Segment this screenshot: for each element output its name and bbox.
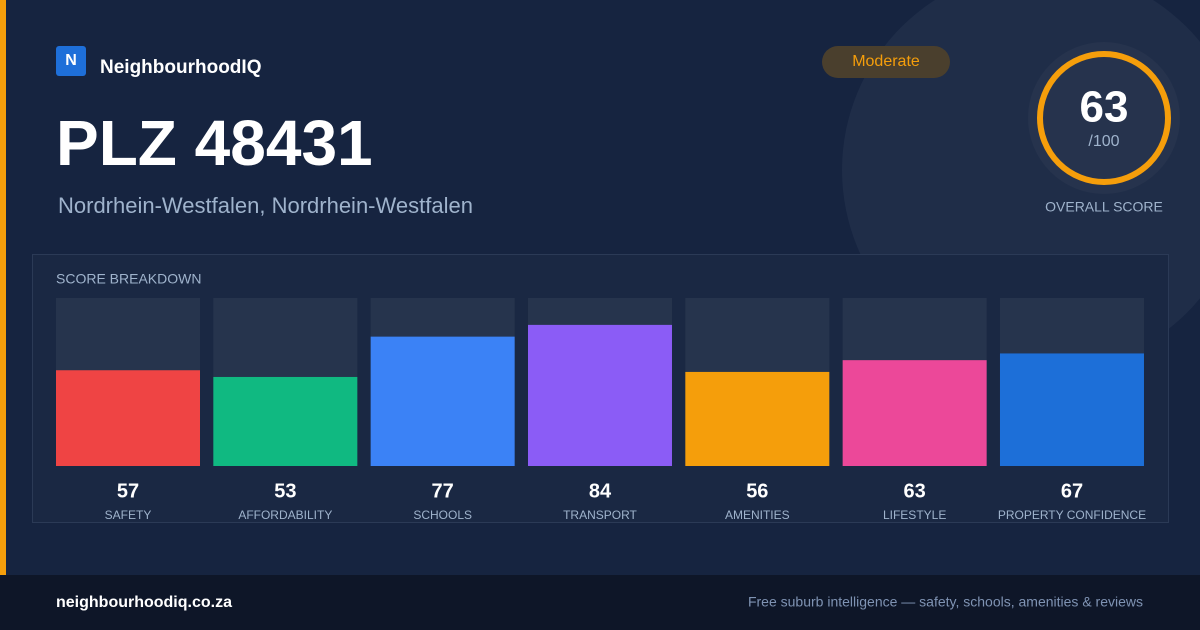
title: PLZ 48431 [56, 107, 373, 179]
bar-value: 57 [117, 480, 139, 502]
footer [0, 575, 1200, 630]
bar-label: SAFETY [105, 508, 152, 522]
overall-label: OVERALL SCORE [1045, 199, 1163, 215]
score-ring [1037, 51, 1171, 185]
bar [213, 376, 358, 466]
bar-value: 67 [1061, 480, 1083, 502]
accent-strip [0, 0, 6, 575]
brand-icon-text: N [65, 52, 77, 69]
bar [370, 336, 515, 466]
subtitle: Nordrhein-Westfalen, Nordrhein-Westfalen [58, 193, 473, 218]
bar-label: AFFORDABILITY [238, 508, 332, 522]
bars: 57 SAFETY 53 AFFORDABILITY 77 SCHOOLS 84 TRANSP… [56, 298, 1146, 522]
overall-score: 63 [1080, 83, 1129, 132]
bar-value: 63 [904, 480, 926, 502]
bar-value: 56 [746, 480, 768, 502]
bar-value: 77 [432, 480, 454, 502]
bar [842, 360, 987, 466]
bar-value: 53 [274, 480, 296, 502]
bar [999, 353, 1144, 466]
overall-max: /100 [1088, 133, 1119, 150]
score-disc [1028, 42, 1180, 194]
badge-text: Moderate [852, 53, 920, 70]
bar-value: 84 [589, 480, 612, 502]
bar [527, 324, 672, 466]
bar-label: TRANSPORT [563, 508, 637, 522]
breakdown-title: SCORE BREAKDOWN [56, 271, 201, 287]
bar [685, 371, 830, 466]
bar-label: AMENITIES [725, 508, 790, 522]
brand-name: NeighbourhoodIQ [100, 57, 261, 78]
brand-icon [56, 46, 86, 76]
bar-label: LIFESTYLE [883, 508, 946, 522]
bar-label: SCHOOLS [413, 508, 472, 522]
footer-tagline: Free suburb intelligence — safety, schoo… [748, 594, 1143, 610]
badge [822, 46, 950, 78]
bar [56, 370, 200, 466]
bar-label: PROPERTY CONFIDENCE [998, 508, 1146, 522]
footer-site: neighbourhoodiq.co.za [56, 594, 232, 611]
